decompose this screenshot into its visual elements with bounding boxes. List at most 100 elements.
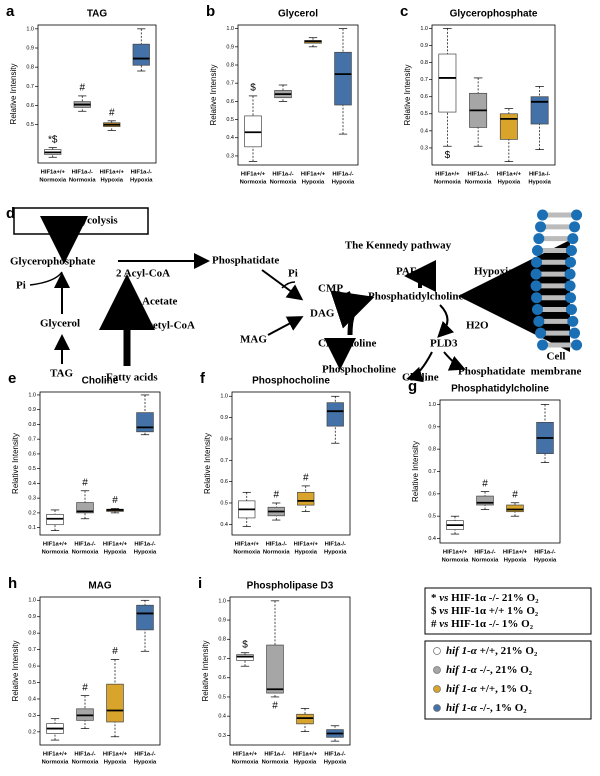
annotation: $ <box>445 150 451 161</box>
panel-label: f <box>200 370 206 387</box>
node: TAG <box>50 368 73 380</box>
annotation: $ <box>242 639 248 650</box>
lipid-head <box>537 339 549 351</box>
y-tick-label: 0.4 <box>226 135 234 141</box>
box <box>499 113 518 140</box>
plot-frame <box>39 596 161 746</box>
x-tick-label: Hypoxia <box>294 550 317 556</box>
arrow <box>343 291 352 319</box>
y-tick-label: 0.9 <box>218 618 226 624</box>
x-tick-label: HIF1a-/- <box>324 752 345 758</box>
arrow <box>406 351 433 383</box>
y-tick-label: 0.4 <box>420 128 428 134</box>
node: Phosphatidate <box>212 255 279 267</box>
node: Acetyl-CoA <box>140 320 195 332</box>
x-tick-label: HIF1a-/- <box>325 542 346 548</box>
x-tick-label: Hypoxia <box>332 180 355 186</box>
legend-box <box>424 640 592 720</box>
y-tick-label: 0.2 <box>28 729 36 735</box>
y-tick-label: 0.8 <box>28 422 36 428</box>
y-tick-label: 0.6 <box>420 94 428 100</box>
y-tick-label: 0.5 <box>28 466 36 472</box>
node: Phosphocholine <box>322 364 396 376</box>
y-tick-label: 0.7 <box>28 437 36 443</box>
x-tick-label: HIF1a+/+ <box>103 542 128 548</box>
legend-marker <box>433 685 441 693</box>
box <box>476 495 494 506</box>
y-tick-label: 0.9 <box>420 43 428 49</box>
legend-marker <box>433 647 441 655</box>
lipid-head <box>535 327 547 339</box>
y-axis-label: Relative Intensity <box>411 441 420 502</box>
y-tick-label: 0.5 <box>420 111 428 117</box>
y-tick-label: 0.7 <box>220 458 228 464</box>
chart-title: Glycerol <box>278 9 318 20</box>
x-tick-label: HIF1a-/- <box>534 550 555 556</box>
y-tick-label: 0.3 <box>420 145 428 151</box>
box <box>76 502 94 514</box>
y-tick-label: 0.8 <box>220 436 228 442</box>
y-tick-label: 0.7 <box>28 647 36 653</box>
x-tick-label: HIF1a+/+ <box>497 172 522 178</box>
box <box>136 604 154 631</box>
y-tick-label: 0.3 <box>218 733 226 739</box>
arrow <box>281 281 296 289</box>
annotation: # <box>82 477 88 488</box>
y-tick-label: 0.6 <box>428 491 436 497</box>
x-tick-label: Normoxia <box>263 550 291 556</box>
x-tick-label: HIF1a+/+ <box>241 172 266 178</box>
y-tick-label: 0.6 <box>28 451 36 457</box>
lipid-head <box>533 233 545 245</box>
box <box>326 402 344 427</box>
box <box>244 115 262 148</box>
y-tick-label: 0.8 <box>420 60 428 66</box>
x-tick-label: HIF1a-/- <box>134 542 155 548</box>
x-tick-label: HIF1a-/- <box>134 752 155 758</box>
node: Phosphatidate <box>458 366 525 378</box>
lipid-head <box>535 221 547 233</box>
charts: a TAG Relative Intensity 0.5 0.6 0.7 0.8 0.9 1.0… <box>6 3 561 766</box>
legend-text: # <box>431 618 439 630</box>
arrow <box>443 351 466 371</box>
x-tick-label: HIF1a-/- <box>467 172 488 178</box>
lipid-head <box>565 256 577 268</box>
node: membrane <box>531 366 582 378</box>
lipid-head <box>537 209 549 221</box>
legend-text: hif 1-α <box>446 702 480 714</box>
node: H2O <box>466 320 489 332</box>
y-tick-label: 0.6 <box>220 479 228 485</box>
x-tick-label: Normoxia <box>39 178 67 184</box>
annotation: # <box>512 489 518 500</box>
box <box>296 713 314 725</box>
box <box>530 96 549 125</box>
lipid-head <box>533 315 545 327</box>
arrow <box>437 304 455 338</box>
y-tick-label: 0.5 <box>226 117 234 123</box>
x-tick-label: HIF1a+/+ <box>443 550 468 556</box>
legend-entry: hif 1-α -/-, 1% O₂ <box>446 702 527 714</box>
legend-entry: hif 1-α +/+, 21% O₂ <box>446 645 538 657</box>
legend-text: vs <box>439 592 451 604</box>
arrow <box>267 316 304 336</box>
annotation: *$ <box>48 134 58 145</box>
legend-text: HIF-1α -/- 1% O₂ <box>451 618 534 630</box>
legend-box <box>424 587 592 635</box>
y-tick-label: 0.3 <box>226 153 234 159</box>
diagram: d From glycolysis The Kennedy pathway Gl… <box>6 205 583 384</box>
annotation: # <box>482 478 488 489</box>
x-tick-label: HIF1a+/+ <box>103 752 128 758</box>
plot-frame <box>231 391 351 536</box>
y-tick-label: 0.8 <box>226 62 234 68</box>
y-tick-label: 0.6 <box>26 103 34 109</box>
legend-text: HIF-1α +/+ 1% O₂ <box>451 605 539 617</box>
y-tick-label: 0.8 <box>428 447 436 453</box>
y-axis-label: Relative Intensity <box>201 641 210 702</box>
y-tick-label: 1.0 <box>420 26 428 32</box>
node: Glycerol <box>40 318 80 330</box>
legend-text: vs <box>439 605 451 617</box>
x-tick-label: Hypoxia <box>130 178 153 184</box>
legend-entry: $ vs HIF-1α +/+ 1% O₂ <box>431 605 539 617</box>
node: DAG <box>310 308 335 320</box>
y-tick-label: 0.7 <box>218 656 226 662</box>
